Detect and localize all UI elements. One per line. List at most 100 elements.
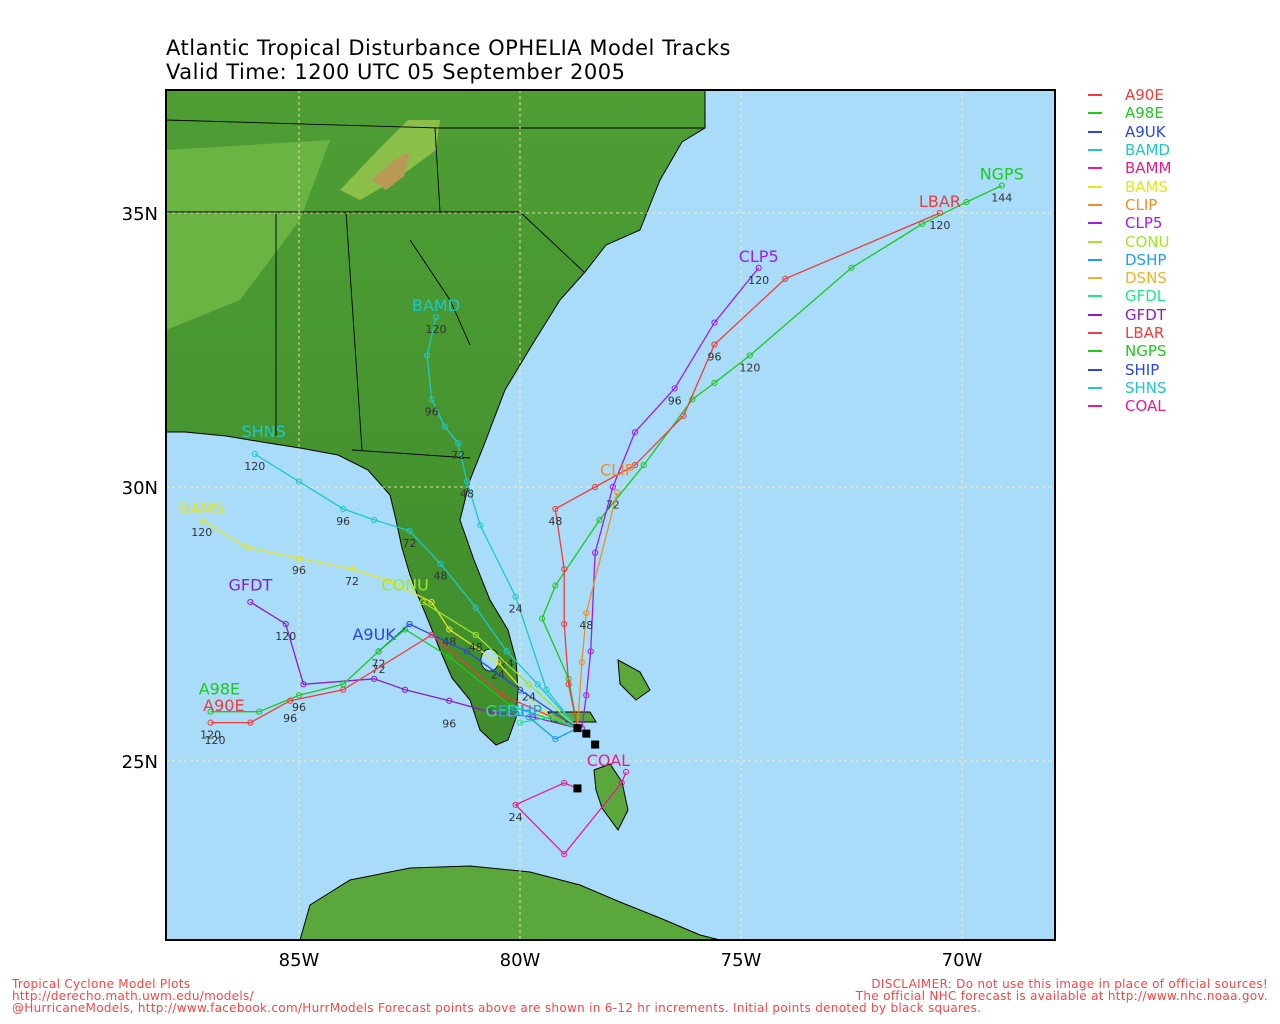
forecast-hour-label: 120 (929, 219, 950, 232)
lon-label-80w: 80W (500, 950, 541, 971)
track-a90e: 96 120 A90E (203, 631, 581, 747)
track-gfdl: GFDL (485, 702, 581, 732)
track-point (437, 560, 444, 567)
legend-label: A90E (1125, 86, 1164, 105)
footer-right-2: The official NHC forecast is available a… (855, 989, 1268, 1003)
track-point (401, 686, 409, 693)
track-point (424, 352, 431, 359)
track-name-label: A90E (203, 696, 244, 715)
track-point (446, 653, 453, 660)
track-name-label: CONU (381, 576, 428, 595)
initial-point-marker (582, 729, 591, 738)
forecast-hour-label: 96 (336, 515, 350, 528)
track-point (295, 555, 303, 562)
track-name-label: BAMS (179, 499, 225, 518)
cuba (299, 865, 721, 940)
x-axis-labels: 85W 80W 75W 70W (279, 950, 983, 971)
track-point (463, 648, 471, 655)
tracks-layer: 120 144 NGPS 48 96 120 LBAR 72 96 120 CLP5 48 CLIP 24… (179, 165, 1024, 858)
legend-label: SHNS (1125, 378, 1167, 397)
track-point (428, 631, 435, 639)
track-point (561, 620, 568, 628)
track-name-label: BAMD (412, 296, 460, 315)
forecast-hour-label: 72 (403, 537, 417, 550)
track-point (561, 566, 568, 573)
track-point (300, 681, 307, 688)
track-line (576, 492, 618, 729)
track-point (671, 385, 678, 392)
track-point (680, 412, 687, 419)
legend-label: DSNS (1125, 269, 1167, 288)
model-legend: A90E A98E A9UK BAMD BAMM BAMS CLIP CLP5 CONU DSHP… (1088, 86, 1278, 415)
track-point (547, 714, 555, 721)
track-point (371, 516, 378, 523)
legend-label: DSHP (1125, 250, 1167, 269)
map-subtitle: Valid Time: 1200 UTC 05 September 2005 (166, 60, 626, 84)
legend-item-a90e: A90E (1088, 86, 1278, 104)
track-point (711, 319, 718, 326)
track-point (539, 615, 546, 622)
track-point (384, 577, 391, 584)
legend-item-coal: COAL (1088, 397, 1278, 415)
legend-label: GFDL (1125, 287, 1166, 306)
track-point (247, 598, 254, 606)
track-point (242, 544, 250, 551)
legend-item-ship: SHIP (1088, 360, 1278, 379)
legend-item-gfdl: GFDL (1088, 287, 1278, 305)
legend-item-lbar: LBAR (1088, 324, 1278, 342)
bahamas-abaco (617, 659, 651, 701)
footer-left-3: @HurricaneModels, http://www.facebook.co… (12, 1001, 982, 1015)
track-name-label: DSHP (498, 702, 543, 721)
legend-item-clip: CLIP (1088, 196, 1278, 214)
lat-label-30n: 30N (122, 478, 158, 499)
land-layer (166, 90, 721, 940)
footer-right-1: DISCLAIMER: Do not use this image in pla… (871, 977, 1268, 991)
track-point (565, 681, 572, 688)
track-line (210, 634, 578, 729)
track-point (711, 341, 718, 348)
track-line (581, 267, 760, 729)
legend-swatch (1088, 295, 1102, 298)
track-point (561, 851, 568, 858)
legend-item-shns: SHNS (1088, 379, 1278, 397)
track-point (746, 352, 753, 359)
track-point (477, 522, 484, 529)
map-title: Atlantic Tropical Disturbance OPHELIA Mo… (166, 36, 731, 60)
track-point (552, 582, 559, 589)
legend-swatch (1088, 203, 1102, 206)
forecast-hour-label: 120 (191, 526, 212, 539)
lon-label-70w: 70W (942, 950, 983, 971)
track-point (494, 659, 501, 666)
legend-label: COAL (1125, 397, 1166, 416)
track-point (543, 686, 550, 693)
track-point (441, 423, 448, 430)
track-conu: 24 48 CONU (381, 576, 581, 732)
track-line (378, 623, 578, 729)
forecast-hour-label: 96 (292, 701, 306, 714)
lat-label-35n: 35N (122, 204, 158, 225)
track-point (640, 461, 647, 469)
track-point (848, 264, 855, 271)
track-point (256, 708, 263, 715)
track-clip: 48 CLIP (574, 461, 635, 732)
track-point (485, 708, 493, 715)
track-name-label: NGPS (980, 165, 1024, 184)
track-point (516, 686, 524, 693)
forecast-hour-label: 120 (426, 323, 447, 336)
track-point (371, 675, 378, 682)
track-name-label: A98E (199, 680, 240, 699)
track-line (426, 316, 578, 729)
legend-swatch (1088, 313, 1102, 316)
forecast-hour-label: 72 (451, 449, 465, 462)
track-point (419, 598, 426, 606)
track-point (198, 516, 205, 523)
track-point (340, 686, 347, 693)
legend-label: GFDT (1125, 305, 1166, 324)
legend-swatch (1088, 405, 1102, 408)
track-point (472, 631, 479, 639)
legend-item-a9uk: A9UK (1088, 123, 1278, 141)
footer-left-1: Tropical Cyclone Model Plots (12, 977, 191, 991)
track-point (782, 275, 789, 282)
track-a98e: 72 96 120 A98E (199, 626, 581, 742)
